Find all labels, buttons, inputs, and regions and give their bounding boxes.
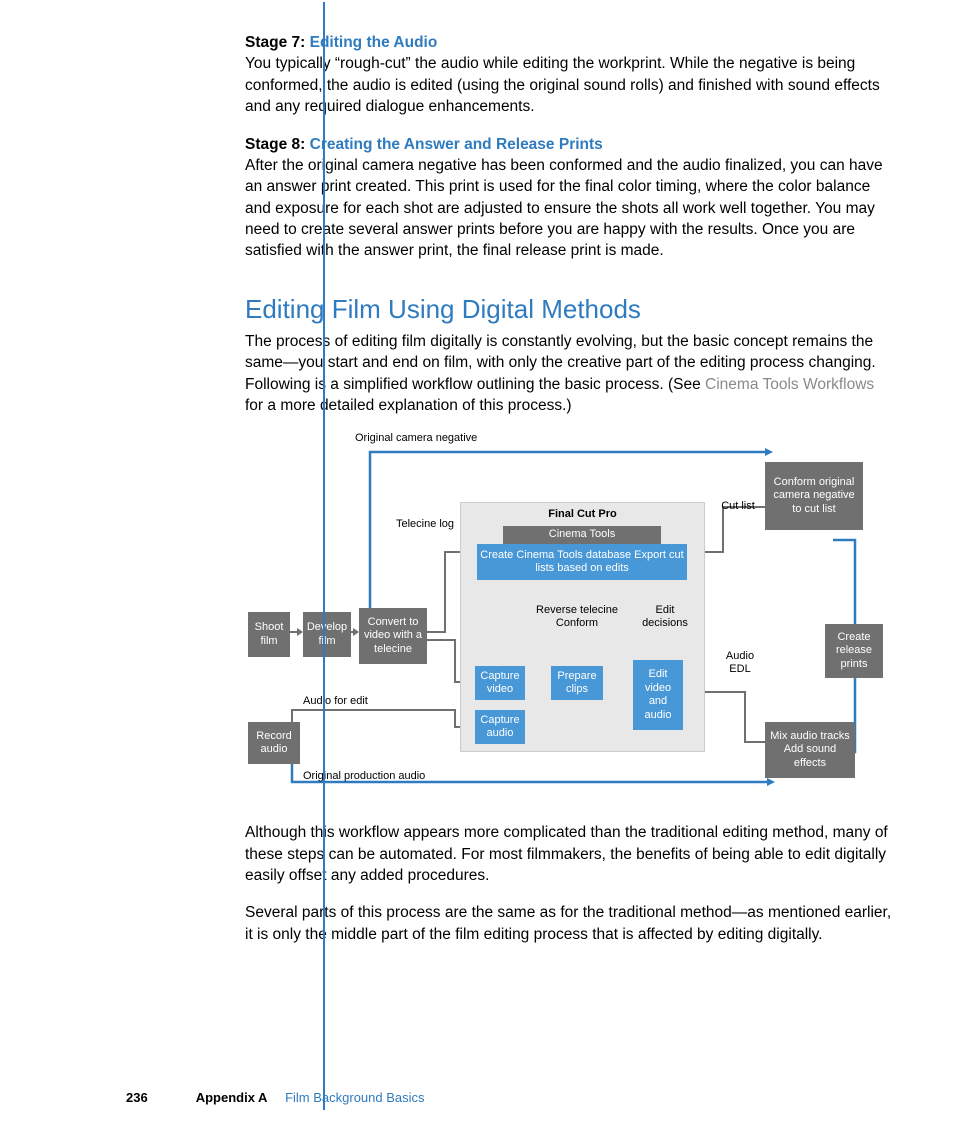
section-intro: The process of editing film digitally is… [245,331,893,417]
label-orig-neg: Original camera negative [355,432,515,445]
label-audio-for-edit: Audio for edit [303,695,393,708]
stage8-body: After the original camera negative has b… [245,157,883,260]
label-edit-decisions: Edit decisions [633,604,697,630]
box-edit-va: Edit video and audio [633,660,683,730]
box-prepare-clips: Prepare clips [551,666,603,700]
section-heading: Editing Film Using Digital Methods [245,294,893,325]
box-conform: Conform original camera negative to cut … [765,462,863,530]
cinema-tools-workflows-link[interactable]: Cinema Tools Workflows [705,376,874,393]
stage8-title: Creating the Answer and Release Prints [310,136,603,153]
appendix-label: Appendix A [196,1090,268,1105]
box-capture-audio: Capture audio [475,710,525,744]
label-fcp: Final Cut Pro [525,508,640,521]
after-para-2: Several parts of this process are the sa… [245,902,893,945]
page-footer: 236 Appendix A Film Background Basics [126,1090,425,1105]
stage8-para: Stage 8: Creating the Answer and Release… [245,134,893,262]
box-cinema-tools: Cinema Tools [503,526,661,544]
footer-divider [323,2,325,1110]
workflow-diagram: Original camera negative Telecine log Fi… [245,432,893,802]
box-capture-video: Capture video [475,666,525,700]
page-number: 236 [126,1090,148,1105]
label-orig-prod-audio: Original production audio [303,770,463,783]
box-mix-audio: Mix audio tracks Add sound effects [765,722,855,778]
appendix-info: Appendix A Film Background Basics [196,1090,425,1105]
after-para-1: Although this workflow appears more comp… [245,822,893,886]
stage7-label: Stage 7: [245,34,305,51]
box-create-db: Create Cinema Tools database Export cut … [477,544,687,580]
box-develop-film: Develop film [303,612,351,657]
appendix-title: Film Background Basics [285,1090,424,1105]
stage8-label: Stage 8: [245,136,305,153]
page-content: Stage 7: Editing the Audio You typically… [245,32,893,961]
stage7-body: You typically “rough-cut” the audio whil… [245,55,880,115]
stage7-title: Editing the Audio [310,34,438,51]
stage7-para: Stage 7: Editing the Audio You typically… [245,32,893,118]
box-convert: Convert to video with a telecine [359,608,427,664]
label-reverse-telecine: Reverse telecine Conform [527,604,627,630]
label-telecine-log: Telecine log [395,518,455,531]
box-record-audio: Record audio [248,722,300,764]
label-cut-list: Cut list [718,500,758,513]
label-audio-edl: Audio EDL [715,650,765,676]
intro-post: for a more detailed explanation of this … [245,397,572,414]
box-shoot-film: Shoot film [248,612,290,657]
box-create-release: Create release prints [825,624,883,678]
